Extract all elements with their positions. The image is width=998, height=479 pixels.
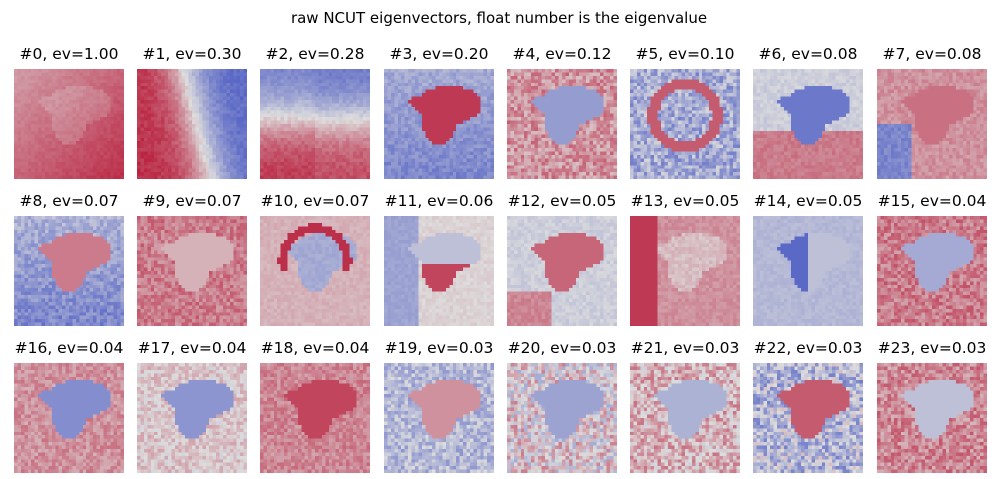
eigenvector-heatmap — [384, 216, 494, 326]
panel-title: #19, ev=0.03 — [384, 339, 494, 357]
panel-title: #14, ev=0.05 — [753, 192, 863, 210]
eigenvector-heatmap — [877, 216, 987, 326]
panel-title: #0, ev=1.00 — [19, 45, 119, 63]
eigenvector-heatmap — [137, 363, 247, 473]
eigenvector-heatmap — [137, 216, 247, 326]
eigenvector-heatmap — [753, 363, 863, 473]
panel-title: #7, ev=0.08 — [882, 45, 982, 63]
panel-title: #18, ev=0.04 — [260, 339, 370, 357]
panel-title: #6, ev=0.08 — [758, 45, 858, 63]
panel-title: #16, ev=0.04 — [14, 339, 124, 357]
eigenvector-heatmap — [753, 216, 863, 326]
panel-title: #10, ev=0.07 — [260, 192, 370, 210]
panel-title: #8, ev=0.07 — [19, 192, 119, 210]
eigenvector-heatmap — [630, 69, 740, 179]
eigenvector-heatmap — [260, 216, 370, 326]
panel-title: #2, ev=0.28 — [265, 45, 365, 63]
eigenvector-heatmap — [260, 363, 370, 473]
eigenvector-heatmap — [877, 363, 987, 473]
eigenvector-heatmap — [507, 216, 617, 326]
eigenvector-heatmap — [14, 216, 124, 326]
eigenvector-heatmap — [753, 69, 863, 179]
panel-title: #3, ev=0.20 — [389, 45, 489, 63]
figure-title: raw NCUT eigenvectors, float number is t… — [290, 9, 708, 27]
panel-title: #22, ev=0.03 — [753, 339, 863, 357]
eigenvector-heatmap — [384, 69, 494, 179]
panel-title: #17, ev=0.04 — [137, 339, 247, 357]
eigenvector-heatmap — [507, 363, 617, 473]
panel-title: #23, ev=0.03 — [877, 339, 987, 357]
eigenvector-heatmap — [877, 69, 987, 179]
panel-title: #20, ev=0.03 — [507, 339, 617, 357]
eigenvector-heatmap — [14, 69, 124, 179]
eigenvector-heatmap — [507, 69, 617, 179]
eigenvector-heatmap — [137, 69, 247, 179]
eigenvector-heatmap — [630, 216, 740, 326]
panel-title: #5, ev=0.10 — [635, 45, 735, 63]
eigenvector-heatmap — [260, 69, 370, 179]
panel-title: #11, ev=0.06 — [384, 192, 494, 210]
eigenvector-heatmap — [384, 363, 494, 473]
panel-title: #21, ev=0.03 — [630, 339, 740, 357]
panel-title: #12, ev=0.05 — [507, 192, 617, 210]
panel-title: #1, ev=0.30 — [142, 45, 242, 63]
panel-title: #15, ev=0.04 — [877, 192, 987, 210]
eigenvector-heatmap — [14, 363, 124, 473]
panel-title: #9, ev=0.07 — [142, 192, 242, 210]
panel-title: #13, ev=0.05 — [630, 192, 740, 210]
eigenvector-heatmap — [630, 363, 740, 473]
panel-title: #4, ev=0.12 — [512, 45, 612, 63]
